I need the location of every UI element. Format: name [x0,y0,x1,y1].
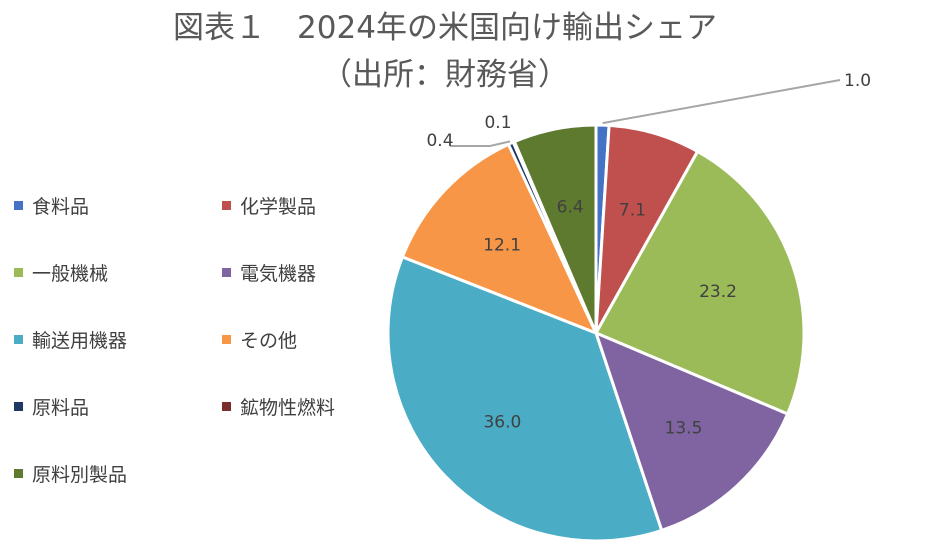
legend-label-7: 原料品 [32,397,89,419]
data-label-8: 0.1 [484,113,511,133]
leader-line-7 [450,140,511,147]
pie-slice-3 [593,149,806,416]
legend-label-2: 化学製品 [240,196,316,218]
legend-label-4: 電気機器 [240,263,316,285]
legend-item-3: 一般機械 [14,263,108,285]
chart-subtitle: （出所：財務省） [321,57,569,93]
data-label-6: 12.1 [483,236,521,256]
legend-label-9: 原料別製品 [32,464,127,486]
legend-item-6: その他 [222,330,297,352]
legend-swatch-7 [14,402,23,411]
pie-slice-9 [512,123,598,334]
legend-swatch-6 [222,335,231,344]
legend-label-3: 一般機械 [32,263,108,285]
legend-swatch-2 [222,201,231,210]
legend-label-8: 鉱物性燃料 [240,397,335,419]
pie-slices [386,123,806,543]
leader-line-1 [602,79,841,125]
data-label-3: 23.2 [699,282,737,302]
pie-slice-4 [593,330,790,533]
legend-item-4: 電気機器 [222,263,316,285]
legend-label-6: その他 [240,330,297,352]
legend-item-5: 輸送用機器 [14,330,127,352]
chart-title: 図表１ 2024年の米国向け輸出シェア [173,10,717,46]
data-label-2: 7.1 [619,200,646,220]
data-label-7: 0.4 [426,131,453,151]
pie-slice-5 [386,254,664,543]
legend-swatch-8 [222,402,231,411]
data-label-9: 6.4 [557,198,584,218]
legend-swatch-9 [14,469,23,478]
legend-swatch-5 [14,335,23,344]
legend-swatch-3 [14,268,23,277]
leader-lines [450,79,841,147]
legend-item-1: 食料品 [14,196,89,218]
data-labels: 1.0 7.1 23.2 13.5 36.0 12.1 0.4 0.1 6.4 [426,71,871,439]
legend-swatch-1 [14,201,23,210]
legend-label-5: 輸送用機器 [32,330,127,352]
legend-swatch-4 [222,268,231,277]
pie-slice-6 [400,142,599,336]
data-label-5: 36.0 [483,413,521,433]
legend-item-9: 原料別製品 [14,464,127,486]
legend-item-8: 鉱物性燃料 [222,397,335,419]
data-label-1: 1.0 [844,71,871,91]
legend-label-1: 食料品 [32,196,89,218]
legend-item-7: 原料品 [14,397,89,419]
legend-item-2: 化学製品 [222,196,316,218]
data-label-4: 13.5 [665,419,703,439]
